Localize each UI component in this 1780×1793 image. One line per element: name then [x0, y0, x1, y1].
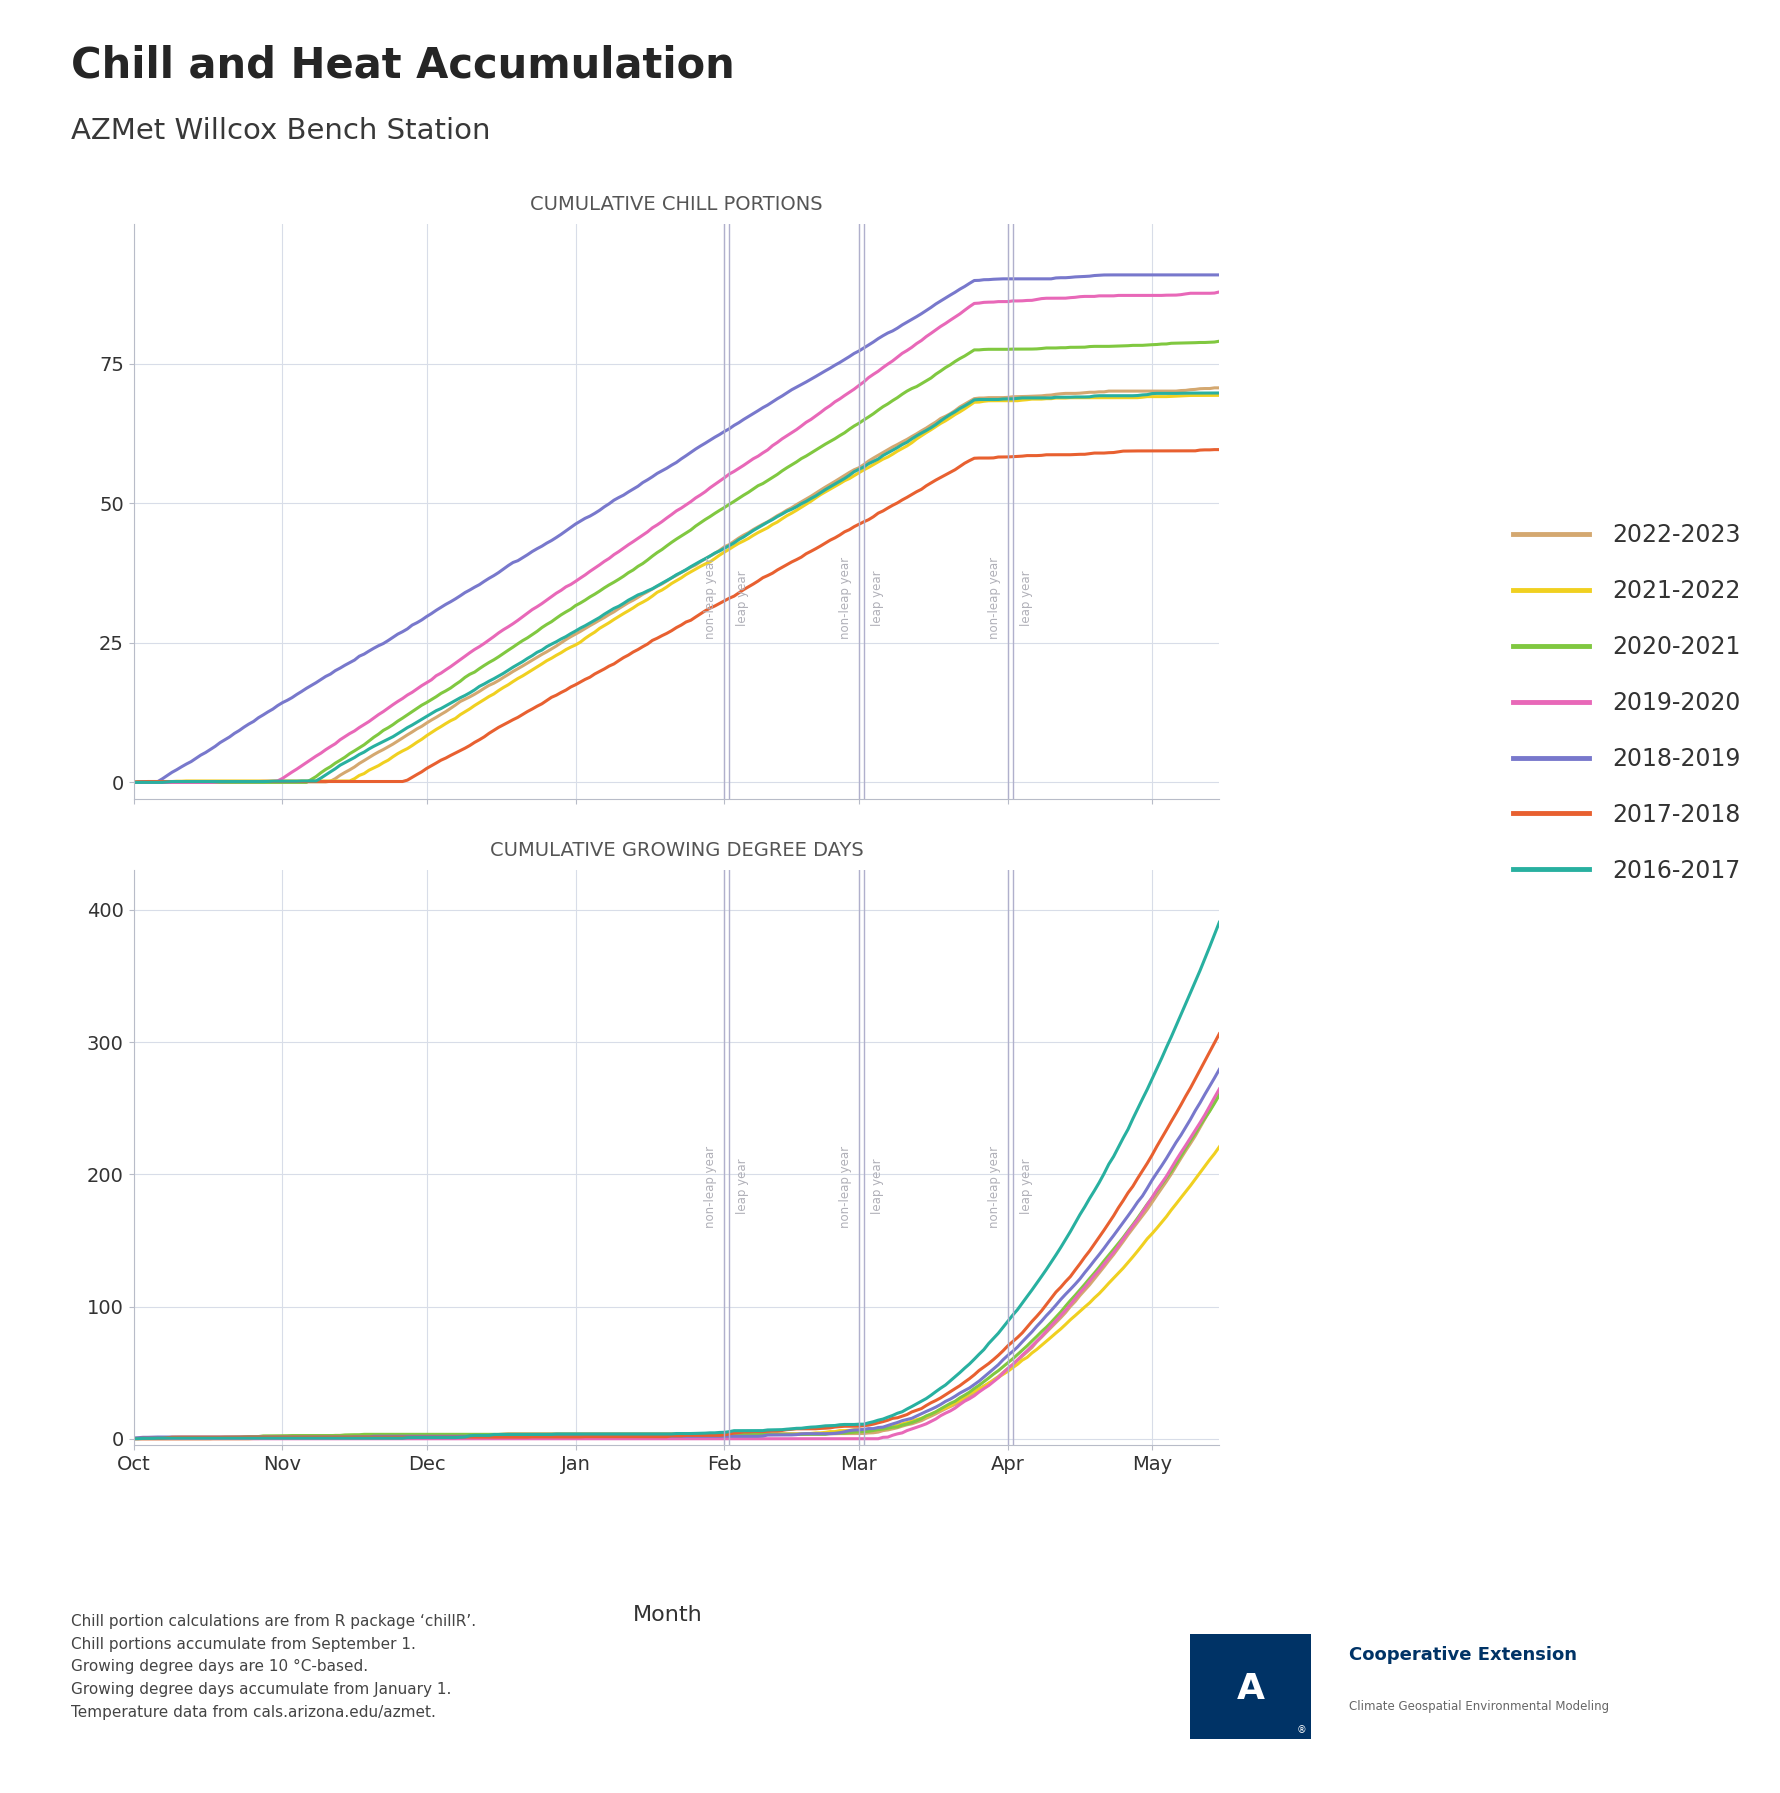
Title: CUMULATIVE GROWING DEGREE DAYS: CUMULATIVE GROWING DEGREE DAYS	[490, 841, 863, 861]
Text: leap year: leap year	[737, 1158, 749, 1214]
Title: CUMULATIVE CHILL PORTIONS: CUMULATIVE CHILL PORTIONS	[530, 195, 822, 213]
Legend: 2022-2023, 2021-2022, 2020-2021, 2019-2020, 2018-2019, 2017-2018, 2016-2017: 2022-2023, 2021-2022, 2020-2021, 2019-20…	[1504, 515, 1750, 891]
Text: AZMet Willcox Bench Station: AZMet Willcox Bench Station	[71, 117, 491, 145]
Text: leap year: leap year	[1020, 1158, 1032, 1214]
Text: non-leap year: non-leap year	[705, 558, 717, 638]
Text: leap year: leap year	[1020, 570, 1032, 626]
Text: non-leap year: non-leap year	[838, 1146, 853, 1228]
Text: leap year: leap year	[737, 570, 749, 626]
Text: non-leap year: non-leap year	[838, 558, 853, 638]
Text: Month: Month	[632, 1605, 703, 1624]
Text: Chill portion calculations are from R package ‘chillR’.
Chill portions accumulat: Chill portion calculations are from R pa…	[71, 1614, 477, 1719]
Text: Chill and Heat Accumulation: Chill and Heat Accumulation	[71, 45, 735, 86]
Text: leap year: leap year	[870, 1158, 885, 1214]
Text: leap year: leap year	[870, 570, 885, 626]
FancyBboxPatch shape	[1191, 1633, 1310, 1739]
Text: A: A	[1237, 1671, 1264, 1705]
Text: non-leap year: non-leap year	[988, 1146, 1000, 1228]
Text: non-leap year: non-leap year	[988, 558, 1000, 638]
Text: Climate Geospatial Environmental Modeling: Climate Geospatial Environmental Modelin…	[1349, 1700, 1609, 1714]
Text: non-leap year: non-leap year	[705, 1146, 717, 1228]
Text: ®: ®	[1296, 1725, 1307, 1736]
Text: Cooperative Extension: Cooperative Extension	[1349, 1646, 1577, 1664]
